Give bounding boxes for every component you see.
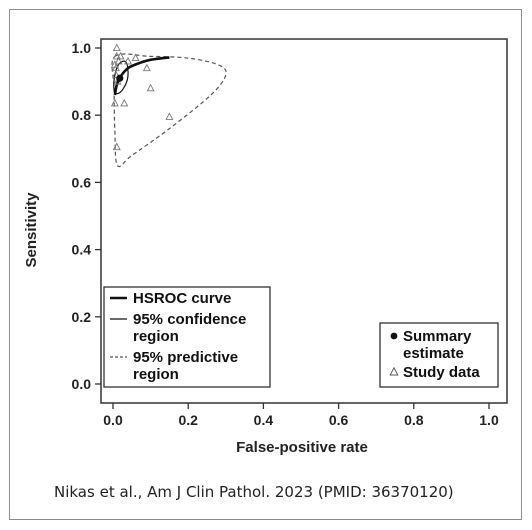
study-data-point [110,98,119,107]
legend-left-label: 95% predictive [133,349,238,366]
legend-right-box [379,322,499,388]
x-tick-label: 0.6 [329,412,349,428]
hsroc-curve [113,56,170,96]
figure-frame [9,9,522,520]
x-tick-label: 0.2 [178,412,198,428]
study-data-point [112,142,121,151]
legend-left-label: region [133,328,179,345]
study-data-point [124,56,133,65]
predictive-region [111,53,227,168]
study-data-point [112,43,121,51]
legend-triangle-marker [389,366,399,376]
summary-estimate-point [116,74,124,82]
plot-area [100,38,508,404]
legend-left-label: region [133,366,179,383]
y-tick-label: 0.4 [72,242,92,258]
legend-right-label: Study data [403,364,480,381]
study-data-point [146,83,155,92]
legend-right-label: estimate [403,345,464,362]
study-data-point [114,56,123,65]
study-data-point [142,63,151,72]
study-data-point [112,51,121,60]
study-data-point [116,51,125,60]
confidence-region [113,60,129,95]
y-tick-label: 0.8 [72,107,92,123]
x-tick-label: 0.0 [103,412,123,428]
y-tick-label: 0.2 [72,309,92,325]
x-tick-label: 1.0 [479,412,499,428]
x-tick-label: 0.4 [254,412,274,428]
legend-dot-marker [390,332,398,340]
y-axis-label: Sensitivity [23,192,40,268]
y-tick-label: 0.6 [72,174,92,190]
x-axis-label: False-positive rate [236,439,368,456]
citation: Nikas et al., Am J Clin Pathol. 2023 (PM… [54,483,454,501]
y-tick-label: 1.0 [72,40,92,56]
y-tick-label: 0.0 [72,376,92,392]
study-data-point [165,112,174,120]
legend-right-label: Summary [403,328,472,345]
legend-left-box [103,286,271,388]
x-tick-label: 0.8 [404,412,424,428]
legend-left-label: HSROC curve [133,290,231,307]
study-data-point [120,98,129,107]
legend-left-label: 95% confidence [133,311,246,328]
study-data-point [112,70,120,78]
study-data-point [131,53,140,62]
